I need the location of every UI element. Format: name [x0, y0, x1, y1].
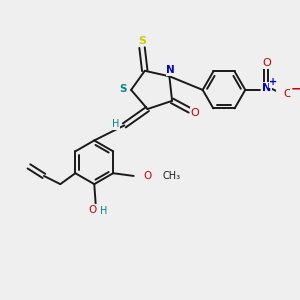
Text: N: N [166, 65, 175, 75]
Text: N: N [262, 83, 271, 93]
Text: O: O [89, 205, 97, 215]
Text: O: O [190, 108, 199, 118]
Text: CH₃: CH₃ [162, 171, 181, 181]
Text: O: O [262, 58, 271, 68]
Text: +: + [269, 77, 278, 87]
Text: O: O [284, 89, 292, 99]
Text: S: S [120, 84, 127, 94]
Text: H: H [112, 119, 119, 129]
Text: S: S [138, 36, 146, 46]
Text: O: O [144, 171, 152, 181]
Text: −: − [290, 82, 300, 96]
Text: H: H [100, 206, 107, 216]
